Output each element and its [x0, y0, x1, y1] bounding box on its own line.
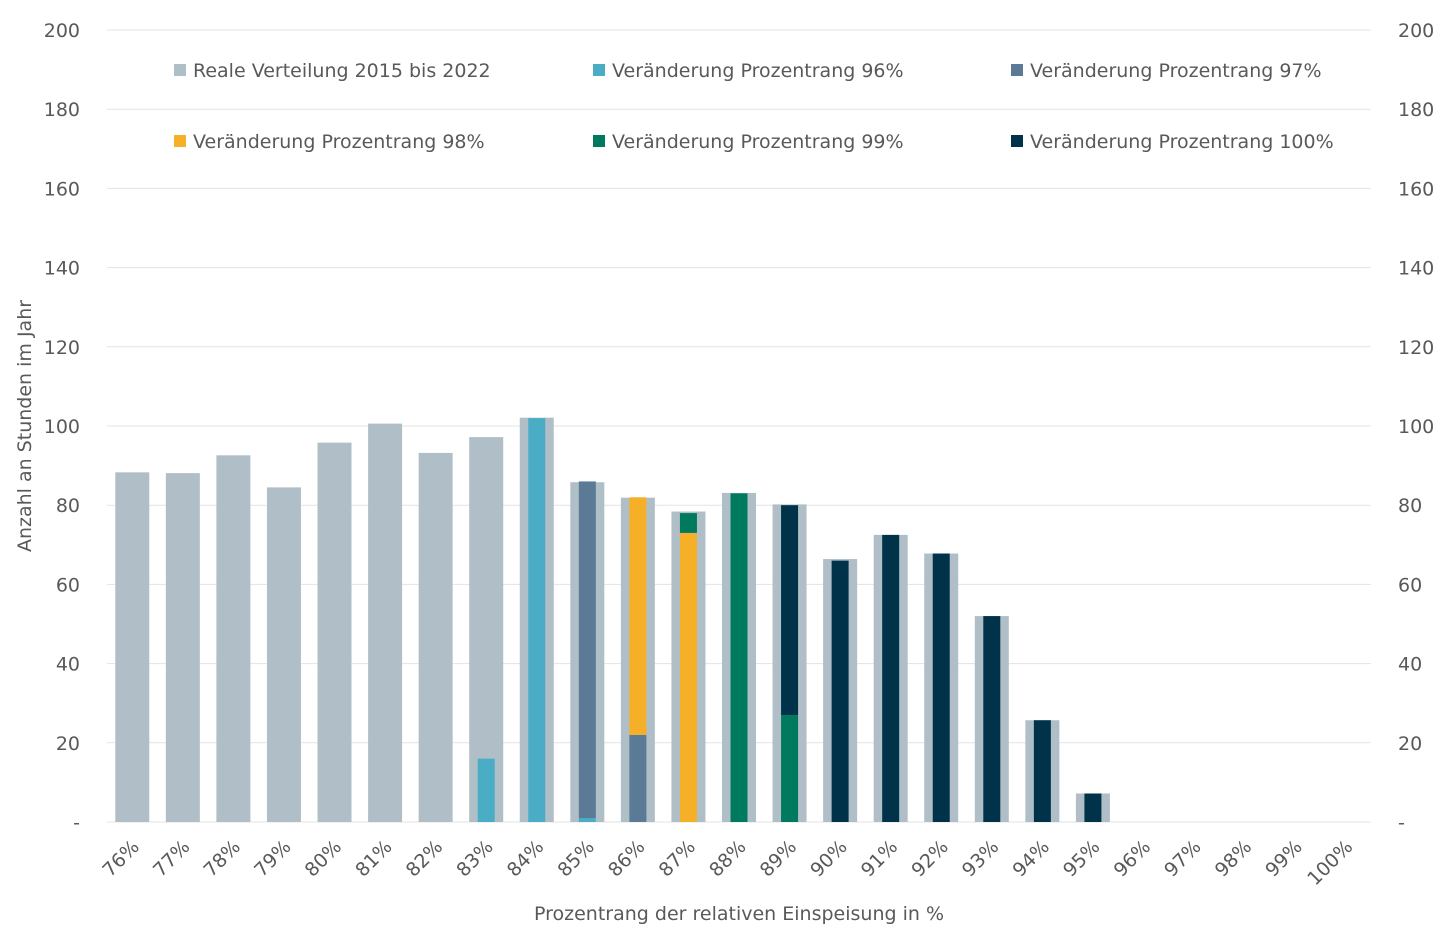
bar-change-5	[1084, 793, 1102, 822]
bar-change-5	[932, 553, 950, 822]
y-axis-title: Anzahl an Stunden im Jahr	[14, 300, 36, 552]
y-tick-label-left: 20	[56, 733, 80, 755]
bar-change-2	[578, 481, 596, 819]
x-tick-label: 91%	[857, 836, 902, 881]
legend-swatch	[174, 135, 186, 147]
bar-real-distribution	[368, 423, 403, 822]
y-tick-label-left: 80	[56, 495, 80, 517]
bar-real-distribution	[216, 455, 251, 822]
bar-real-distribution	[266, 487, 301, 822]
legend-swatch	[593, 64, 605, 76]
bar-change-3	[629, 497, 647, 735]
x-tick-label: 87%	[655, 836, 700, 881]
y-tick-label-left: -	[73, 812, 80, 834]
legend-label: Veränderung Prozentrang 100%	[1030, 131, 1334, 153]
bar-real-distribution	[418, 452, 453, 822]
legend-swatch	[1011, 135, 1023, 147]
x-tick-label: 93%	[958, 836, 1003, 881]
y-tick-label-right: 40	[1398, 654, 1422, 676]
x-tick-label: 76%	[98, 836, 143, 881]
bar-change-3	[679, 532, 697, 822]
bar-real-distribution	[115, 472, 150, 822]
x-tick-label: 82%	[402, 836, 447, 881]
x-tick-label: 90%	[806, 836, 851, 881]
legend-label: Veränderung Prozentrang 98%	[193, 131, 485, 153]
bar-change-4	[781, 715, 799, 822]
y-tick-label-left: 120	[44, 337, 80, 359]
y-tick-label-left: 180	[44, 99, 80, 121]
bar-real-distribution	[317, 442, 352, 822]
bar-change-1	[528, 418, 546, 822]
bar-change-5	[882, 534, 900, 822]
y-tick-label-right: 20	[1398, 733, 1422, 755]
x-tick-label: 88%	[705, 836, 750, 881]
bar-real-distribution	[469, 437, 504, 822]
y-tick-label-right: 60	[1398, 574, 1422, 596]
x-tick-label: 97%	[1160, 836, 1205, 881]
x-tick-label: 89%	[756, 836, 801, 881]
x-tick-label: 98%	[1211, 836, 1256, 881]
legend: Reale Verteilung 2015 bis 2022 Veränderun…	[174, 60, 1334, 153]
x-tick-label: 94%	[1008, 836, 1053, 881]
y-tick-label-left: 60	[56, 574, 80, 596]
y-tick-label-left: 140	[44, 258, 80, 280]
y-tick-label-right: 160	[1398, 178, 1434, 200]
bar-change-1	[477, 758, 495, 822]
bars-layer	[115, 417, 1110, 822]
y-tick-label-left: 100	[44, 416, 80, 438]
legend-label: Veränderung Prozentrang 96%	[612, 60, 904, 82]
x-axis: 76% 77% 78% 79% 80% 81% 82% 83% 84% 85% 86% 87% 88% 8…	[98, 836, 1357, 890]
x-tick-label: 77%	[149, 836, 194, 881]
x-tick-label: 81%	[351, 836, 396, 881]
x-tick-label: 95%	[1059, 836, 1104, 881]
legend-swatch	[1011, 64, 1023, 76]
x-tick-label: 83%	[452, 836, 497, 881]
y-tick-label-left: 200	[44, 20, 80, 42]
legend-swatch	[174, 64, 186, 76]
y-axis-right: - 20 40 60 80 100 120 140 160 180 200	[1398, 20, 1434, 834]
bar-real-distribution	[165, 473, 200, 822]
bar-change-4	[730, 493, 748, 822]
y-tick-label-right: 100	[1398, 416, 1434, 438]
x-tick-label: 85%	[553, 836, 598, 881]
bar-change-5	[1033, 720, 1051, 822]
x-tick-label: 99%	[1261, 836, 1306, 881]
y-tick-label-right: -	[1398, 812, 1405, 834]
x-axis-title: Prozentrang der relativen Einspeisung in…	[534, 903, 944, 925]
y-tick-label-left: 160	[44, 178, 80, 200]
bar-change-5	[831, 560, 849, 822]
y-tick-label-right: 140	[1398, 258, 1434, 280]
x-tick-label: 78%	[200, 836, 245, 881]
y-tick-label-right: 180	[1398, 99, 1434, 121]
x-tick-label: 79%	[250, 836, 295, 881]
bar-change-5	[983, 616, 1001, 822]
legend-label: Veränderung Prozentrang 97%	[1030, 60, 1322, 82]
y-tick-label-right: 200	[1398, 20, 1434, 42]
legend-label: Reale Verteilung 2015 bis 2022	[193, 60, 491, 82]
x-tick-label: 100%	[1303, 836, 1357, 890]
x-tick-label: 86%	[604, 836, 649, 881]
bar-change-4	[679, 513, 697, 533]
y-tick-label-right: 120	[1398, 337, 1434, 359]
legend-swatch	[593, 135, 605, 147]
y-tick-label-right: 80	[1398, 495, 1422, 517]
bar-change-5	[781, 505, 799, 716]
x-tick-label: 80%	[301, 836, 346, 881]
legend-label: Veränderung Prozentrang 99%	[612, 131, 904, 153]
x-tick-label: 92%	[907, 836, 952, 881]
y-axis-left: - 20 40 60 80 100 120 140 160 180 200	[44, 20, 80, 834]
bar-change-1	[578, 818, 596, 822]
y-tick-label-left: 40	[56, 654, 80, 676]
bar-change-2	[629, 734, 647, 822]
x-tick-label: 84%	[503, 836, 548, 881]
x-tick-label: 96%	[1110, 836, 1155, 881]
